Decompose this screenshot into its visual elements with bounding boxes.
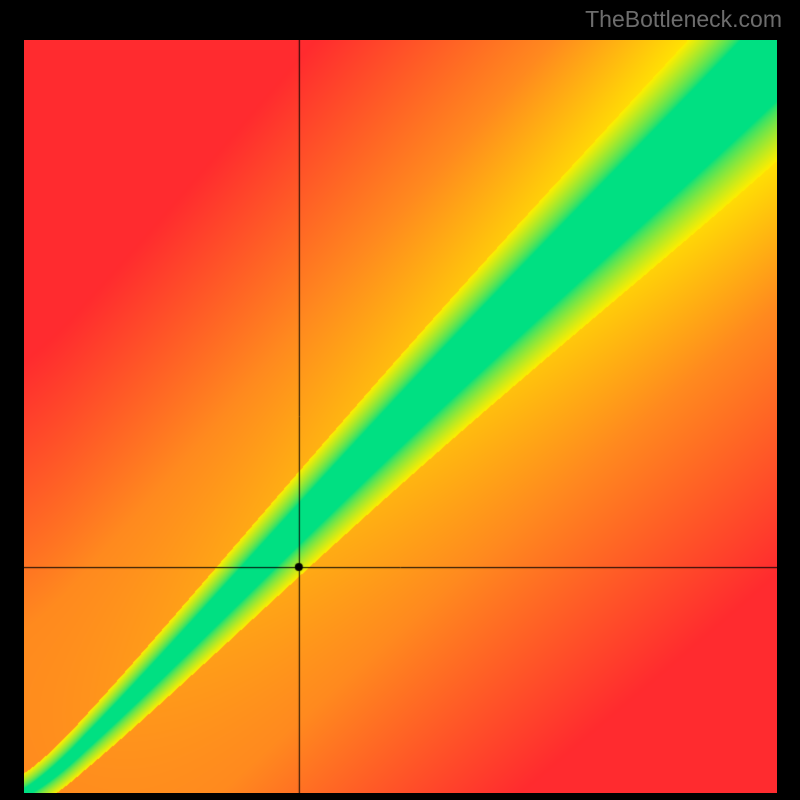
chart-container: TheBottleneck.com — [0, 0, 800, 800]
bottleneck-heatmap — [24, 40, 777, 793]
watermark-text: TheBottleneck.com — [585, 6, 782, 33]
